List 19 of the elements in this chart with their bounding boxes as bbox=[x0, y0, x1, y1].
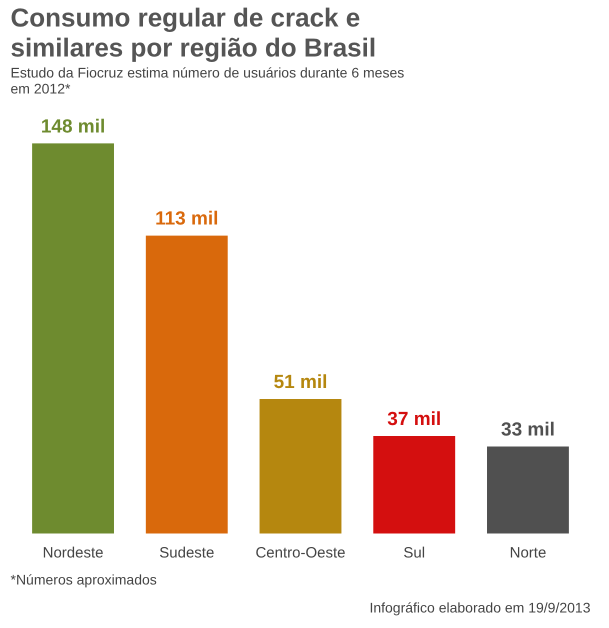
data-label: 33 mil bbox=[501, 420, 555, 440]
bar bbox=[373, 436, 456, 534]
x-tick-label: Sudeste bbox=[159, 544, 214, 562]
bar bbox=[32, 143, 114, 534]
bar bbox=[260, 399, 342, 534]
chart-title: Consumo regular de crack e similares por região do Brasil bbox=[10, 2, 376, 62]
bar bbox=[487, 446, 569, 534]
x-tick-label: Norte bbox=[510, 544, 546, 562]
x-tick-label: Sul bbox=[403, 544, 426, 562]
data-label: 148 mil bbox=[40, 116, 106, 138]
x-tick-label: Centro-Oeste bbox=[255, 544, 346, 562]
x-tick-label: Nordeste bbox=[42, 544, 104, 562]
data-label: 51 mil bbox=[274, 372, 328, 394]
bar bbox=[146, 236, 228, 534]
text: Infográfico elaborado em 19/9/2013 bbox=[369, 600, 591, 616]
text: *Números aproximados bbox=[10, 572, 157, 588]
data-label: 37 mil bbox=[387, 408, 442, 430]
chart-subtitle: Estudo da Fiocruz estima número de usuários durante 6 meses em 2012* bbox=[10, 64, 404, 96]
data-label: 113 mil bbox=[155, 208, 218, 230]
